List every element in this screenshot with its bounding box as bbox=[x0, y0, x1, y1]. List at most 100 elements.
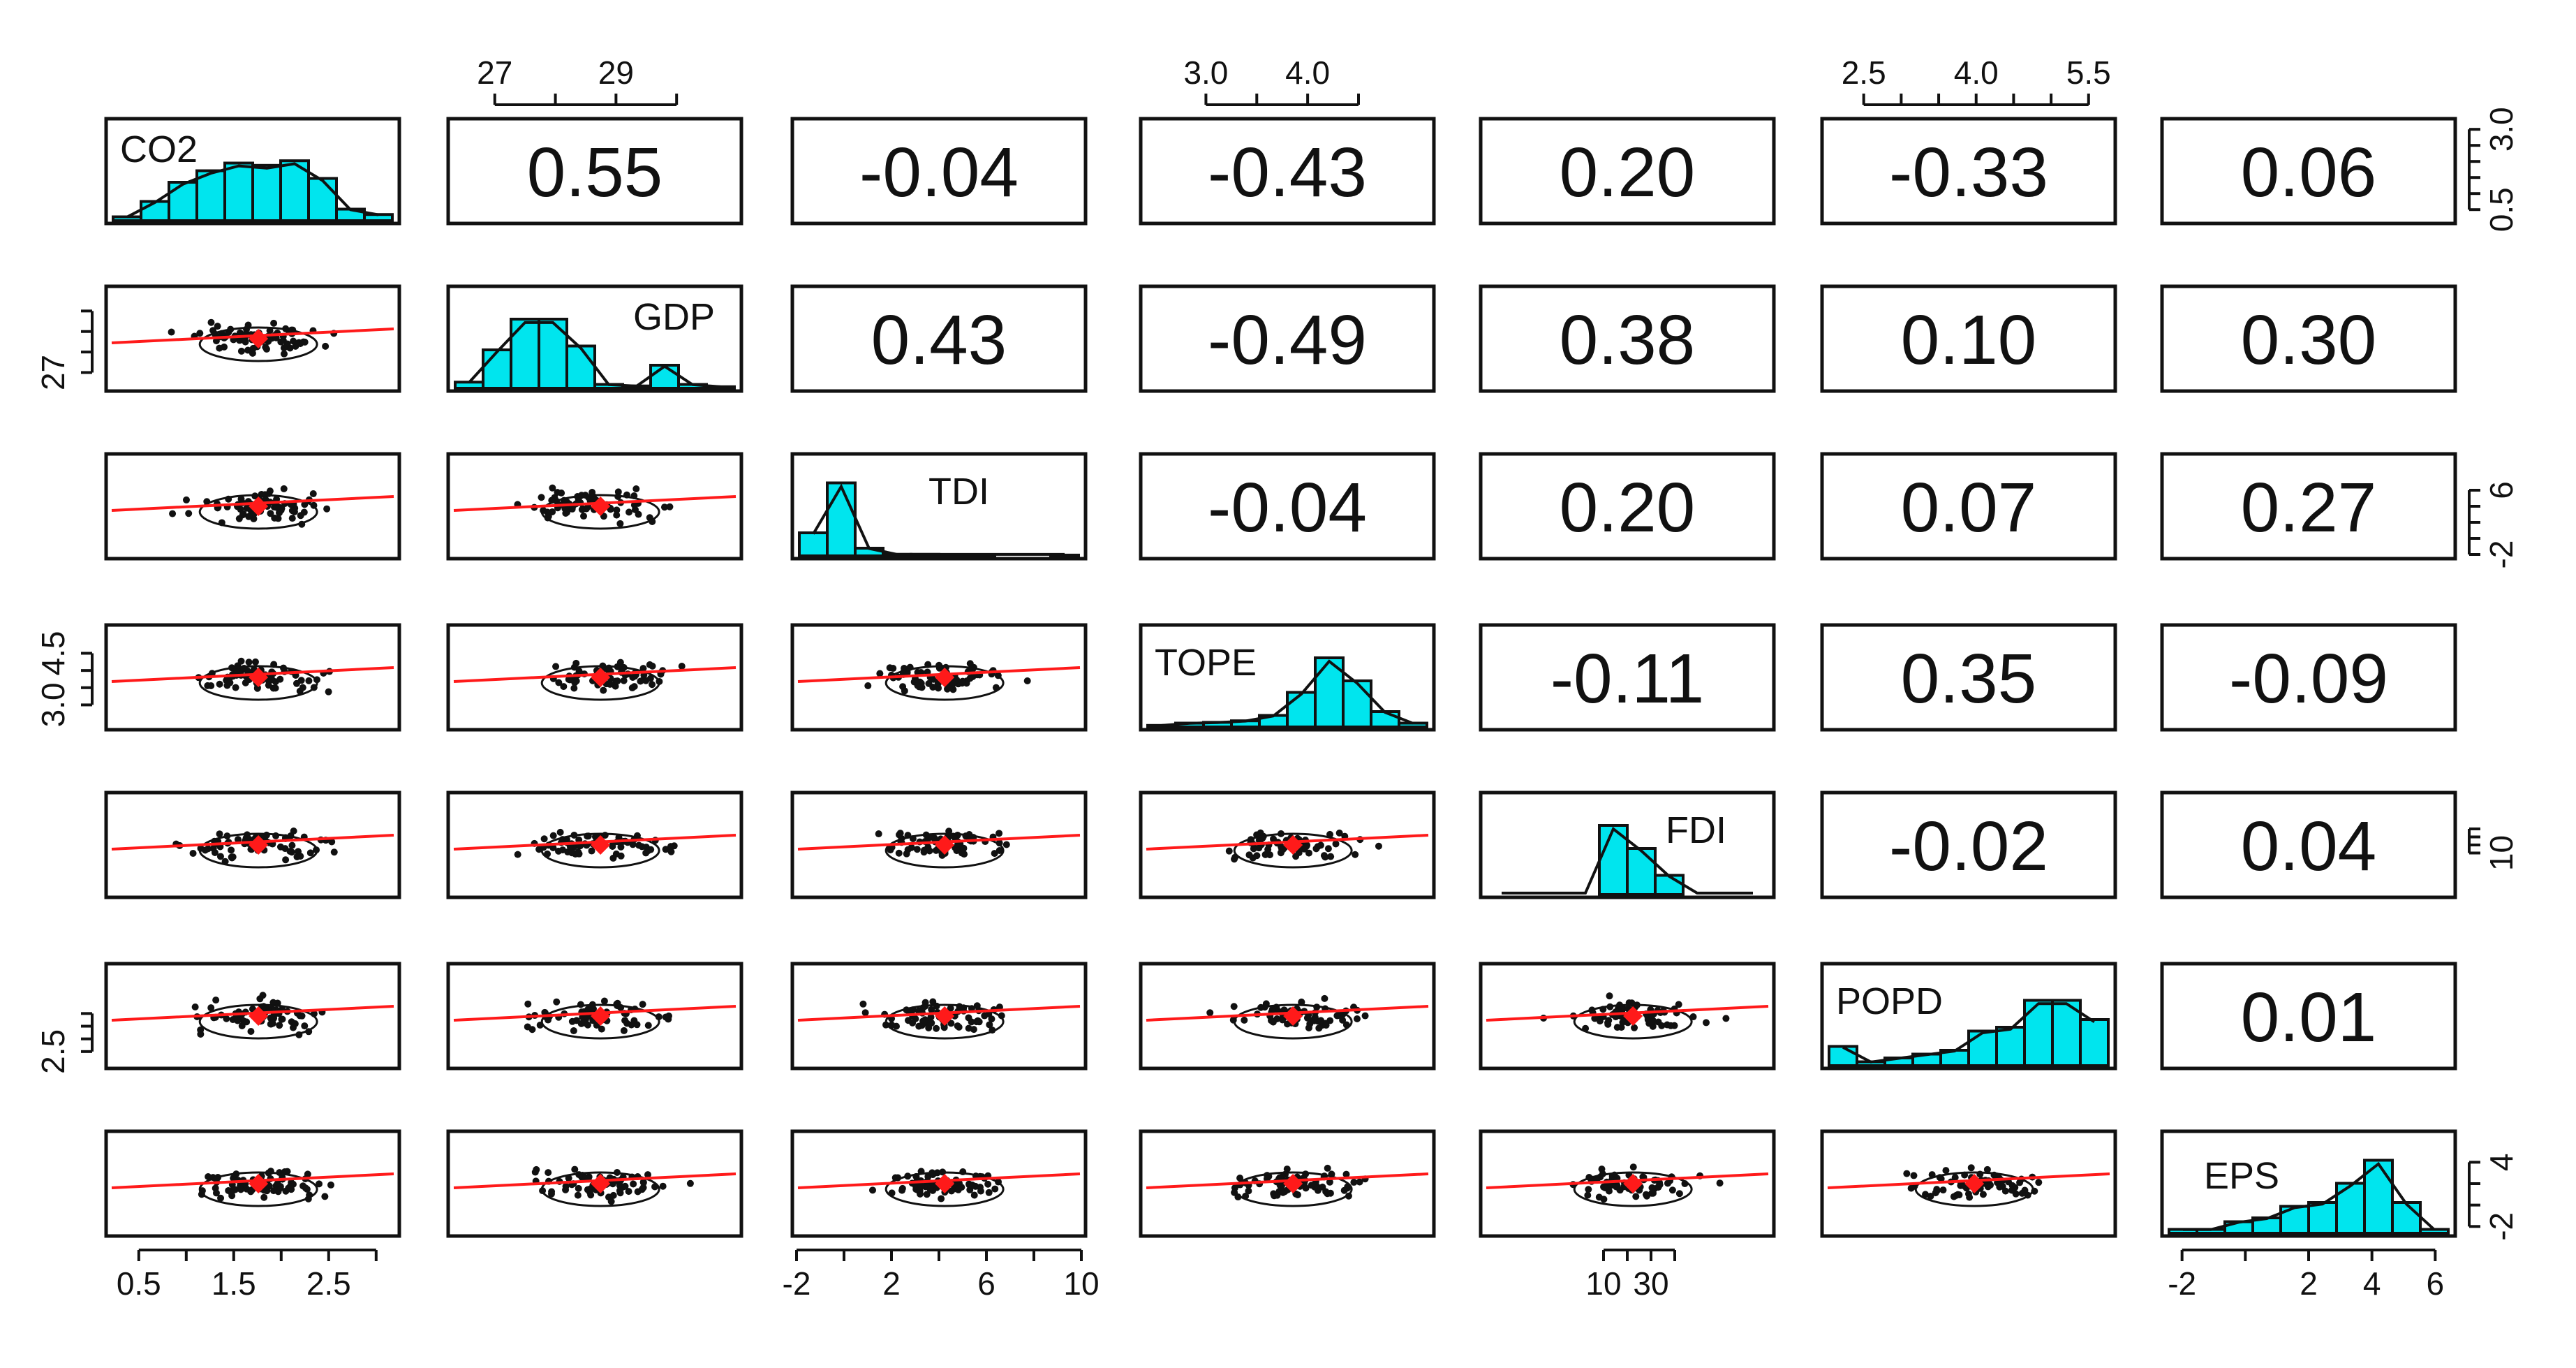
scatter-point bbox=[607, 1198, 615, 1205]
scatter-point bbox=[1903, 1170, 1911, 1177]
scatter-point bbox=[901, 687, 908, 695]
scatter-point bbox=[1283, 1165, 1291, 1173]
scatter-point bbox=[572, 659, 580, 667]
scatter-point bbox=[277, 338, 285, 346]
scatter-point bbox=[1327, 853, 1335, 860]
scatter-point bbox=[207, 318, 215, 326]
panel-POPD-CO2 bbox=[104, 962, 401, 1071]
scatter-point bbox=[981, 1012, 989, 1020]
scatter-point bbox=[947, 1187, 955, 1195]
scatter-point bbox=[616, 1187, 623, 1195]
scatter-point bbox=[242, 834, 250, 842]
scatter-point bbox=[635, 510, 642, 518]
scatter-point bbox=[535, 846, 543, 853]
scatter-point bbox=[1664, 1021, 1671, 1029]
scatter-point bbox=[185, 510, 193, 517]
scatter-point bbox=[568, 505, 576, 513]
scatter-point bbox=[234, 836, 242, 844]
centroid-marker bbox=[935, 1006, 955, 1026]
scatter-point bbox=[988, 1015, 995, 1023]
tick-label: 10 bbox=[1585, 1265, 1621, 1302]
scatter-point bbox=[986, 1021, 993, 1029]
correlation-value: -0.43 bbox=[1208, 133, 1367, 212]
scatter-point bbox=[861, 1009, 869, 1017]
scatter-point bbox=[1967, 1164, 1975, 1172]
scatter-point bbox=[620, 677, 628, 684]
scatter-point bbox=[1267, 1017, 1275, 1024]
correlation-value: 0.35 bbox=[1901, 640, 2037, 718]
panel-GDP-EPS: 0.30 bbox=[2160, 284, 2457, 393]
histogram-bar bbox=[140, 200, 170, 222]
scatter-point bbox=[214, 323, 221, 330]
scatter-point bbox=[889, 665, 897, 672]
centroid-marker bbox=[249, 1006, 269, 1026]
scatter-point bbox=[555, 679, 563, 686]
histogram-bar bbox=[363, 213, 394, 223]
scatter-point bbox=[1631, 1024, 1638, 1031]
scatter-point bbox=[1606, 992, 1613, 1000]
scatter-point bbox=[568, 849, 576, 857]
scatter-point bbox=[297, 512, 304, 520]
scatter-point bbox=[196, 330, 204, 337]
scatter-point bbox=[898, 1184, 906, 1192]
correlation-value: 0.38 bbox=[1560, 301, 1696, 379]
scatter-point bbox=[298, 1012, 306, 1020]
scatter-point bbox=[632, 485, 640, 492]
scatter-point bbox=[243, 1018, 251, 1026]
panel-GDP-GDP: GDP bbox=[446, 284, 743, 393]
correlation-ellipse bbox=[198, 1003, 318, 1040]
scatter-point bbox=[995, 830, 1003, 837]
panel-GDP-TOPE: -0.49 bbox=[1139, 284, 1436, 393]
tick-label: 1.5 bbox=[212, 1265, 256, 1302]
histogram-bar bbox=[1828, 1045, 1858, 1067]
scatter-point bbox=[566, 676, 574, 684]
histogram-bar bbox=[538, 318, 568, 390]
scatter-point bbox=[251, 658, 259, 665]
panel-frame bbox=[2160, 962, 2457, 1071]
scatter-point bbox=[966, 660, 974, 668]
scatter-point bbox=[1675, 1001, 1682, 1008]
correlation-ellipse bbox=[1233, 1003, 1353, 1040]
scatter-point bbox=[216, 680, 223, 688]
panel-TOPE-CO2 bbox=[104, 623, 401, 732]
density-curve bbox=[1502, 826, 1753, 895]
scatter-point bbox=[1352, 851, 1359, 858]
scatter-point bbox=[1317, 1017, 1325, 1024]
scatter-point bbox=[639, 1179, 647, 1186]
scatter-point bbox=[322, 342, 330, 350]
scatter-point bbox=[1322, 1022, 1330, 1029]
correlation-value: 0.06 bbox=[2241, 133, 2377, 212]
panel-EPS-TDI bbox=[790, 1129, 1088, 1238]
tick-label: 6 bbox=[977, 1265, 995, 1302]
histogram-bar bbox=[565, 344, 596, 390]
scatter-point bbox=[168, 328, 175, 336]
scatter-point bbox=[570, 1027, 577, 1035]
histogram-bar bbox=[1995, 1026, 2026, 1067]
scatter-point bbox=[1910, 1172, 1918, 1179]
scatter-point bbox=[966, 675, 974, 682]
scatter-point bbox=[630, 1017, 638, 1024]
tick-label: 4 bbox=[2483, 1154, 2519, 1172]
histogram-bar bbox=[2419, 1228, 2450, 1235]
scatter-point bbox=[1983, 1165, 1991, 1173]
scatter-point bbox=[560, 683, 568, 691]
scatter-point bbox=[275, 509, 283, 517]
scatter-point bbox=[637, 677, 644, 685]
scatter-point bbox=[625, 1188, 632, 1196]
scatter-point bbox=[297, 853, 304, 860]
correlation-value: -0.09 bbox=[2229, 640, 2388, 718]
panel-frame bbox=[1820, 790, 2117, 899]
scatter-point bbox=[524, 1000, 532, 1008]
scatter-point bbox=[1339, 1016, 1347, 1024]
panel-frame bbox=[1820, 452, 2117, 561]
scatter-point bbox=[1350, 1179, 1358, 1186]
scatter-point bbox=[1326, 1178, 1333, 1186]
centroid-marker bbox=[935, 668, 955, 687]
scatter-point bbox=[568, 1017, 576, 1025]
scatter-point bbox=[239, 510, 247, 517]
variable-label-POPD: POPD bbox=[1836, 980, 1943, 1022]
scatter-point bbox=[330, 848, 338, 856]
correlation-ellipse bbox=[198, 494, 318, 530]
axes: 27 29 3.0 4.0 2.5 4.0 5.5 0.5 1.5 2.5 -2 2 6 10 10 30 -2… bbox=[35, 54, 2519, 1302]
panel-EPS-TOPE bbox=[1139, 1129, 1436, 1238]
